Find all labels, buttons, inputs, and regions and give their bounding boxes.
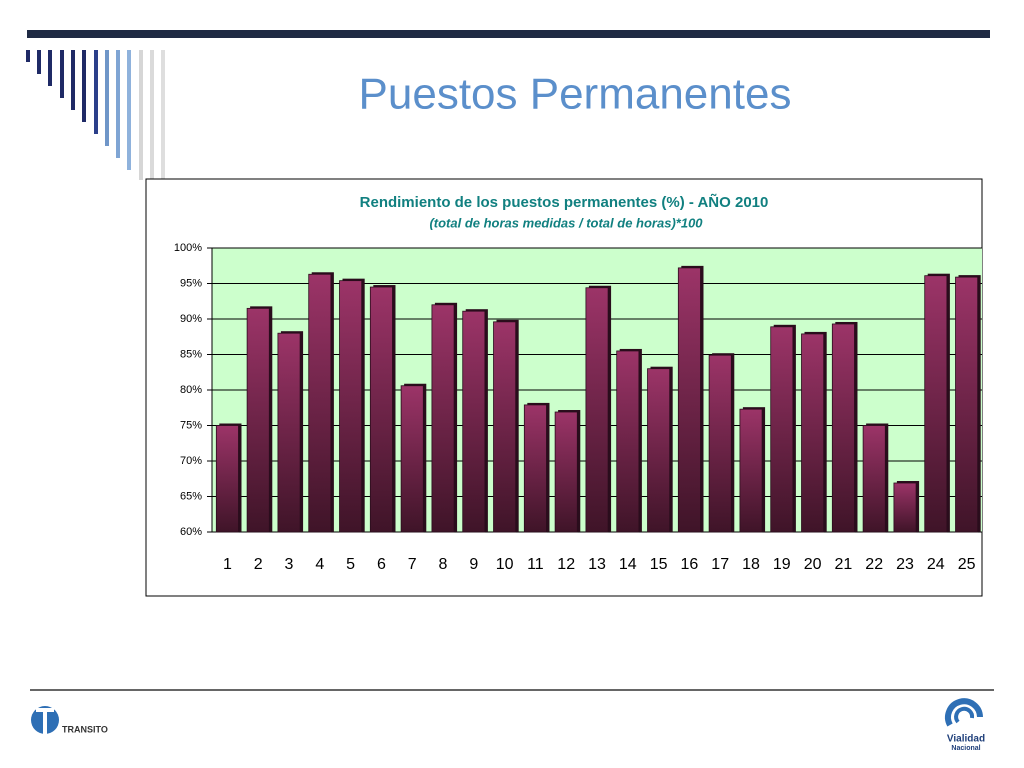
bar — [616, 350, 640, 533]
logo-right: Vialidad Nacional — [945, 698, 985, 752]
chart-subtitle: (total de horas medidas / total de horas… — [429, 215, 703, 230]
bar — [708, 354, 732, 533]
x-tick-label: 6 — [377, 556, 386, 573]
logo-right-text: Vialidad — [947, 734, 985, 745]
y-tick-label: 65% — [180, 490, 202, 502]
slide-title: Puestos Permanentes — [359, 70, 792, 119]
x-tick-label: 13 — [588, 556, 606, 573]
bar — [554, 411, 578, 533]
top-bar — [27, 30, 990, 38]
x-tick-label: 15 — [650, 556, 668, 573]
x-tick-label: 9 — [469, 556, 478, 573]
x-tick-label: 24 — [927, 556, 945, 573]
x-tick-label: 21 — [835, 556, 853, 573]
y-tick-label: 70% — [180, 455, 202, 467]
bar — [862, 425, 886, 533]
x-tick-label: 4 — [315, 556, 324, 573]
bar — [677, 267, 701, 533]
bar — [585, 287, 609, 533]
y-tick-label: 90% — [180, 313, 202, 325]
x-tick-label: 23 — [896, 556, 914, 573]
x-tick-label: 1 — [223, 556, 232, 573]
bar — [647, 368, 671, 533]
bar — [770, 326, 794, 533]
bar — [431, 304, 455, 533]
bar — [215, 425, 239, 533]
y-tick-label: 85% — [180, 348, 202, 360]
y-tick-label: 75% — [180, 419, 202, 431]
chart-title: Rendimiento de los puestos permanentes (… — [360, 193, 769, 211]
y-tick-label: 60% — [180, 526, 202, 538]
bar — [462, 310, 486, 533]
x-tick-label: 7 — [408, 556, 417, 573]
logo-left-text: TRANSITO — [62, 724, 108, 734]
bar — [308, 273, 332, 533]
x-tick-label: 18 — [742, 556, 760, 573]
x-tick-label: 22 — [865, 556, 883, 573]
bar — [369, 286, 393, 533]
x-tick-label: 20 — [804, 556, 822, 573]
x-tick-label: 2 — [254, 556, 263, 573]
y-tick-label: 100% — [174, 242, 202, 254]
x-tick-label: 11 — [527, 556, 544, 573]
logo-right-text: Nacional — [951, 745, 980, 752]
bar — [831, 323, 855, 533]
bar — [493, 321, 517, 533]
bar — [924, 275, 948, 533]
logo-left: TRANSITO — [31, 706, 108, 734]
stripes — [26, 50, 165, 180]
bar — [893, 482, 917, 533]
y-tick-label: 95% — [180, 277, 202, 289]
bar — [739, 408, 763, 533]
x-tick-label: 12 — [557, 556, 575, 573]
x-tick-label: 25 — [958, 556, 976, 573]
bar — [400, 385, 424, 533]
bar — [277, 332, 301, 533]
x-tick-label: 19 — [773, 556, 791, 573]
x-tick-label: 17 — [711, 556, 729, 573]
x-tick-label: 5 — [346, 556, 355, 573]
bar — [523, 404, 547, 533]
x-tick-label: 14 — [619, 556, 637, 573]
x-tick-label: 16 — [681, 556, 699, 573]
x-tick-label: 3 — [285, 556, 294, 573]
y-tick-label: 80% — [180, 384, 202, 396]
bar — [801, 333, 825, 533]
x-tick-label: 10 — [496, 556, 514, 573]
bar — [246, 307, 270, 533]
bar — [955, 276, 979, 533]
bar — [339, 280, 363, 533]
x-tick-label: 8 — [439, 556, 448, 573]
